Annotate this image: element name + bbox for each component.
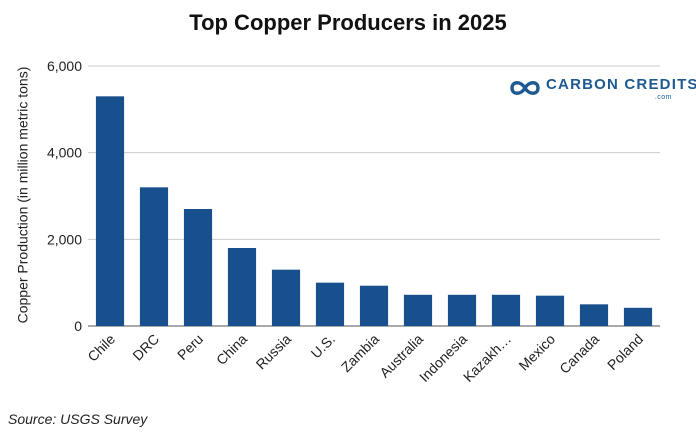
infinity-icon — [510, 81, 540, 95]
logo-subtext: .com — [654, 94, 672, 101]
bar — [139, 187, 169, 326]
x-tick-label: Kazakh… — [460, 331, 514, 385]
x-tick-label: Poland — [604, 331, 646, 373]
x-tick-label: Canada — [556, 331, 602, 377]
x-tick-label: Zambia — [338, 331, 382, 375]
y-tick-label: 4,000 — [47, 145, 82, 161]
bar — [623, 307, 653, 326]
bar — [95, 96, 125, 326]
bar — [315, 282, 345, 326]
x-tick-label: U.S. — [308, 331, 339, 362]
bar — [359, 285, 389, 326]
x-tick-label: Peru — [174, 331, 206, 363]
y-tick-label: 6,000 — [47, 58, 82, 74]
bar — [227, 248, 257, 326]
x-tick-label: China — [213, 331, 250, 368]
bar — [183, 209, 213, 326]
bar — [579, 304, 609, 326]
carbon-credits-logo: CARBON CREDITS .com — [508, 74, 696, 104]
y-tick-label: 2,000 — [47, 231, 82, 247]
source-note: Source: USGS Survey — [8, 411, 148, 427]
x-tick-label: Russia — [253, 331, 295, 373]
logo-text: CARBON CREDITS — [546, 76, 696, 93]
bar — [535, 295, 565, 326]
x-tick-label: Chile — [84, 331, 118, 365]
x-tick-label: Mexico — [515, 331, 558, 374]
bar — [447, 294, 477, 326]
bar — [271, 269, 301, 326]
bar — [403, 294, 433, 326]
y-tick-label: 0 — [74, 318, 82, 334]
x-tick-label: DRC — [129, 331, 162, 364]
chart-title: Top Copper Producers in 2025 — [189, 10, 507, 35]
bar — [491, 294, 521, 326]
